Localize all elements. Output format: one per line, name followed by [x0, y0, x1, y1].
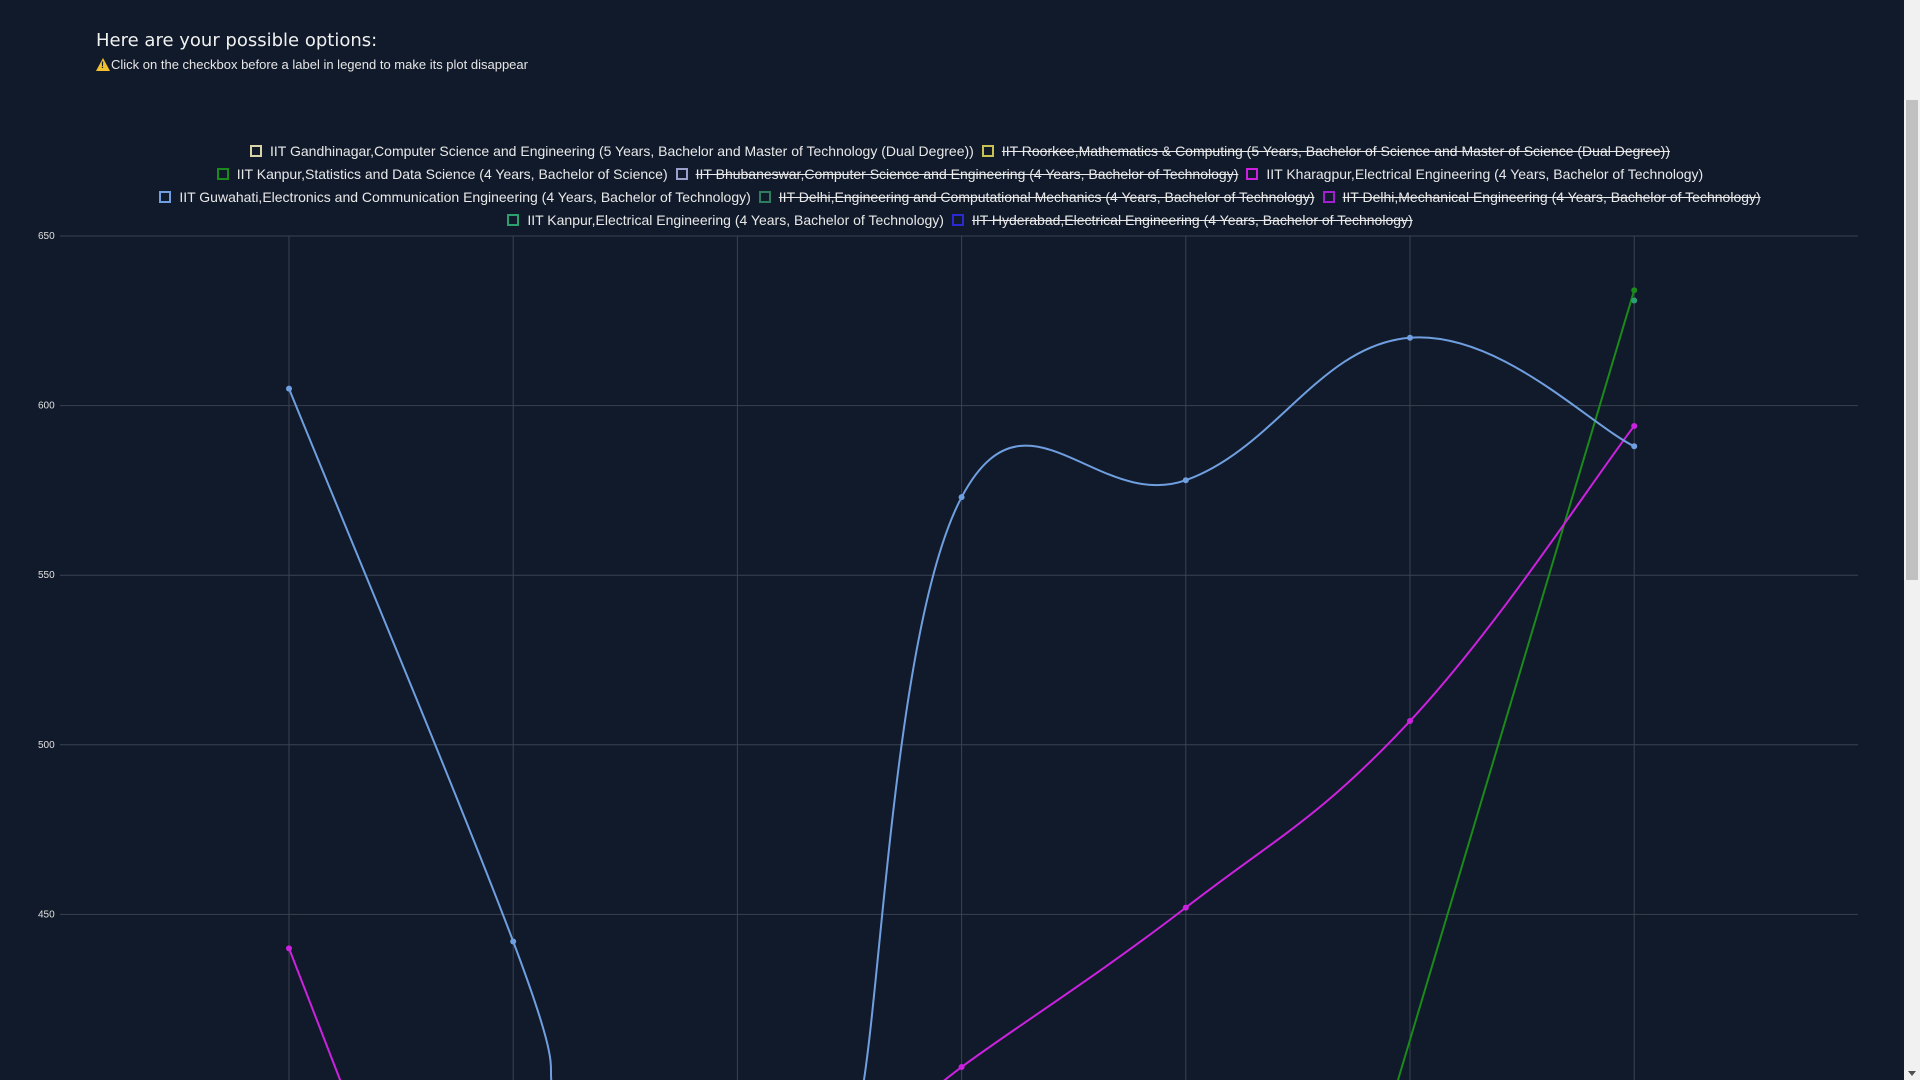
legend-item[interactable]: IIT Kanpur,Statistics and Data Science (…: [216, 165, 668, 182]
chart-legend: IIT Gandhinagar,Computer Science and Eng…: [110, 141, 1810, 229]
data-point: [286, 945, 292, 952]
legend-item[interactable]: IIT Gandhinagar,Computer Science and Eng…: [250, 143, 974, 159]
series-line: [288, 388, 553, 1080]
legend-row: IIT Kanpur,Electrical Engineering (4 Yea…: [110, 210, 1810, 229]
scrollbar-thumb[interactable]: [1906, 100, 1918, 580]
legend-checkbox[interactable]: [250, 144, 263, 157]
legend-checkbox[interactable]: [159, 190, 172, 203]
series-line: [1396, 289, 1636, 1080]
y-tick-label: 500: [38, 740, 55, 751]
legend-item[interactable]: IIT Kanpur,Electrical Engineering (4 Yea…: [507, 212, 944, 228]
legend-item[interactable]: IIT Delhi,Engineering and Computational …: [758, 188, 1315, 205]
series-line: [862, 336, 1635, 1080]
legend-checkbox[interactable]: [1246, 167, 1259, 180]
legend-label: IIT Roorkee,Mathematics & Computing (5 Y…: [1001, 142, 1670, 159]
legend-label: IIT Delhi,Engineering and Computational …: [778, 188, 1315, 205]
warning-icon: [96, 58, 110, 71]
legend-label: IIT Kanpur,Electrical Engineering (4 Yea…: [527, 211, 944, 228]
legend-row: IIT Guwahati,Electronics and Communicati…: [110, 187, 1810, 206]
legend-row: IIT Kanpur,Statistics and Data Science (…: [110, 164, 1810, 183]
legend-item[interactable]: IIT Hyderabad,Electrical Engineering (4 …: [951, 211, 1413, 228]
data-point: [1631, 443, 1638, 450]
header: Here are your possible options: Click on…: [96, 30, 528, 72]
series-line: [943, 425, 1635, 1080]
data-point: [286, 385, 292, 392]
legend-label: IIT Guwahati,Electronics and Communicati…: [179, 188, 751, 205]
legend-item[interactable]: IIT Bhubaneswar,Computer Science and Eng…: [675, 165, 1239, 182]
legend-label: IIT Bhubaneswar,Computer Science and Eng…: [695, 165, 1239, 182]
data-point: [1407, 718, 1413, 725]
legend-item[interactable]: IIT Kharagpur,Electrical Engineering (4 …: [1246, 166, 1703, 182]
page-title: Here are your possible options:: [96, 30, 378, 51]
legend-label: IIT Kharagpur,Electrical Engineering (4 …: [1266, 165, 1704, 182]
series-line: [288, 947, 342, 1080]
legend-checkbox[interactable]: [507, 213, 520, 226]
legend-item[interactable]: IIT Delhi,Mechanical Engineering (4 Year…: [1322, 188, 1761, 205]
legend-label: IIT Hyderabad,Electrical Engineering (4 …: [971, 211, 1413, 228]
y-tick-label: 650: [38, 231, 55, 242]
data-point: [1631, 287, 1638, 294]
legend-label: IIT Kanpur,Statistics and Data Science (…: [236, 165, 668, 182]
scroll-down-arrow-icon[interactable]: [1908, 1071, 1916, 1076]
data-point: [510, 938, 517, 945]
legend-checkbox[interactable]: [981, 144, 994, 157]
legend-checkbox[interactable]: [758, 190, 771, 203]
data-point: [1182, 477, 1189, 484]
data-point: [958, 494, 965, 501]
legend-item[interactable]: IIT Roorkee,Mathematics & Computing (5 Y…: [981, 142, 1670, 159]
y-tick-label: 550: [38, 570, 55, 581]
legend-label: IIT Delhi,Mechanical Engineering (4 Year…: [1342, 188, 1761, 205]
legend-checkbox[interactable]: [1322, 190, 1335, 203]
data-point: [1631, 297, 1638, 304]
hint-text: Click on the checkbox before a label in …: [111, 57, 528, 72]
legend-checkbox[interactable]: [675, 167, 688, 180]
y-tick-label: 450: [38, 909, 55, 920]
data-point: [1407, 334, 1413, 341]
vertical-scrollbar[interactable]: [1904, 0, 1920, 1080]
legend-checkbox[interactable]: [216, 167, 229, 180]
y-tick-label: 600: [38, 401, 55, 412]
legend-checkbox[interactable]: [951, 213, 964, 226]
data-point: [958, 1064, 965, 1071]
hint: Click on the checkbox before a label in …: [96, 57, 528, 72]
data-point: [1182, 904, 1189, 911]
legend-label: IIT Gandhinagar,Computer Science and Eng…: [270, 142, 974, 159]
legend-item[interactable]: IIT Guwahati,Electronics and Communicati…: [159, 188, 751, 205]
legend-row: IIT Gandhinagar,Computer Science and Eng…: [110, 141, 1810, 160]
data-point: [1631, 422, 1638, 429]
